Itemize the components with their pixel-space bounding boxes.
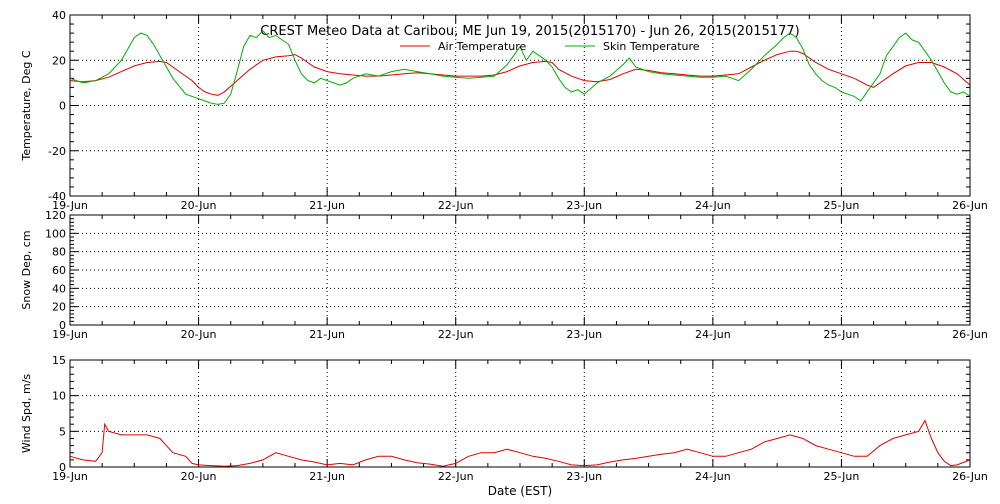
y-tick-label: 0 <box>59 461 66 474</box>
x-tick-label: 22-Jun <box>438 470 474 483</box>
x-tick-label: 21-Jun <box>309 328 345 341</box>
x-tick-label: 25-Jun <box>824 199 860 212</box>
y-tick-label: 15 <box>52 354 66 367</box>
x-tick-label: 26-Jun <box>952 470 988 483</box>
x-axis-label: Date (EST) <box>488 484 552 498</box>
x-tick-label: 19-Jun <box>52 199 88 212</box>
x-tick-label: 26-Jun <box>952 328 988 341</box>
y-axis-label: Snow Dep, cm <box>20 230 33 309</box>
x-tick-label: 24-Jun <box>695 328 731 341</box>
plot-frame <box>69 214 971 326</box>
y-tick-label: 10 <box>52 390 66 403</box>
x-tick-label: 22-Jun <box>438 328 474 341</box>
legend: Air Temperature Skin Temperature <box>400 40 700 53</box>
x-tick-label: 24-Jun <box>695 199 731 212</box>
x-tick-label: 19-Jun <box>52 328 88 341</box>
y-axis-label: Wind Spd, m/s <box>20 374 33 454</box>
y-tick-label: 40 <box>52 282 66 295</box>
series-line-air-temperature <box>69 50 971 96</box>
x-tick-label: 26-Jun <box>952 199 988 212</box>
legend-label: Air Temperature <box>438 40 527 53</box>
y-tick-label: 0 <box>59 319 66 332</box>
x-tick-label: 21-Jun <box>309 470 345 483</box>
x-tick-label: 22-Jun <box>438 199 474 212</box>
chart-title: CREST Meteo Data at Caribou, ME Jun 19, … <box>260 24 799 39</box>
x-tick-label: 23-Jun <box>566 328 602 341</box>
y-tick-label: 5 <box>59 425 66 438</box>
y-tick-label: 20 <box>52 54 66 67</box>
y-tick-label: -40 <box>48 190 66 203</box>
y-tick-label: -20 <box>48 145 66 158</box>
y-axis-label: Temperature, Deg C <box>20 50 33 161</box>
y-tick-label: 100 <box>45 227 66 240</box>
y-tick-label: 120 <box>45 209 66 222</box>
x-tick-label: 25-Jun <box>824 470 860 483</box>
plot-frame <box>69 14 971 197</box>
y-tick-label: 0 <box>59 100 66 113</box>
x-tick-label: 21-Jun <box>309 199 345 212</box>
x-tick-label: 24-Jun <box>695 470 731 483</box>
x-tick-label: 20-Jun <box>181 328 217 341</box>
series-line-skin-temperature <box>69 30 971 105</box>
y-tick-label: 80 <box>52 246 66 259</box>
plot-frame <box>69 359 971 468</box>
series-line-wind-speed <box>69 419 971 467</box>
y-tick-label: 60 <box>52 264 66 277</box>
x-tick-label: 23-Jun <box>566 470 602 483</box>
x-tick-label: 20-Jun <box>181 199 217 212</box>
x-tick-label: 19-Jun <box>52 470 88 483</box>
y-tick-label: 40 <box>52 9 66 22</box>
y-tick-label: 20 <box>52 301 66 314</box>
panel-0: -40 -20 0 20 40 Temperature, Deg C 19-Jun 20-Ju… <box>20 9 988 212</box>
legend-label: Skin Temperature <box>603 40 700 53</box>
x-tick-label: 23-Jun <box>566 199 602 212</box>
x-tick-label: 20-Jun <box>181 470 217 483</box>
x-tick-label: 25-Jun <box>824 328 860 341</box>
panel-2: 0 5 10 15 Wind Spd, m/s 19-Jun 20-Jun 21-Jun 22-… <box>20 354 988 483</box>
panel-1: 0 20 40 60 80 100 120 Snow Dep, cm 19-Jun 20-Jun 2… <box>20 209 988 341</box>
